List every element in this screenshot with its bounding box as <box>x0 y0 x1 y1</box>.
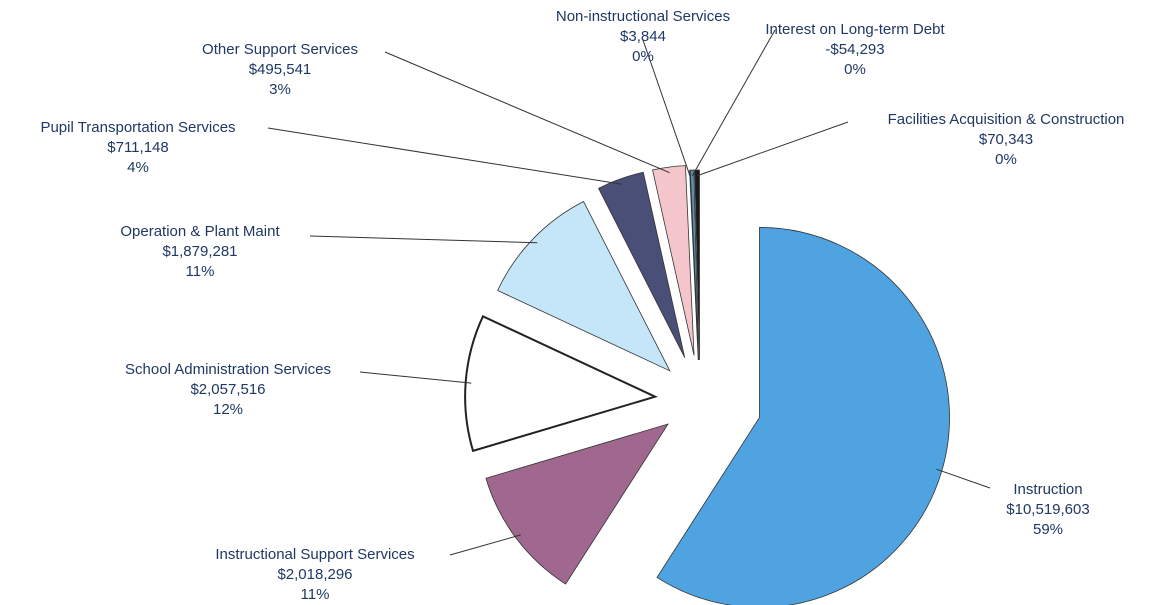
value-label: $2,057,516 <box>190 381 265 398</box>
pie-slice <box>597 171 686 358</box>
percent-label: 3% <box>269 81 291 98</box>
category-label: Interest on Long-term Debt <box>765 21 945 38</box>
category-label: Other Support Services <box>202 41 358 58</box>
category-label: School Administration Services <box>125 361 331 378</box>
value-label: -$54,293 <box>825 41 884 58</box>
category-label: Pupil Transportation Services <box>40 119 235 136</box>
leader-line <box>697 121 849 177</box>
category-label: Facilities Acquisition & Construction <box>888 111 1125 128</box>
pie-slice <box>485 423 669 585</box>
percent-label: 11% <box>186 263 215 280</box>
category-label: Operation & Plant Maint <box>120 223 280 240</box>
pie-slice <box>497 200 671 372</box>
value-label: $3,844 <box>620 28 666 45</box>
leader-line <box>642 39 691 177</box>
percent-label: 12% <box>213 401 243 418</box>
leader-line <box>359 371 472 384</box>
leader-line <box>936 468 991 489</box>
percent-label: 59% <box>1033 521 1063 538</box>
pie-slice <box>656 227 950 605</box>
value-label: $10,519,603 <box>1006 501 1089 518</box>
value-label: $70,343 <box>979 131 1033 148</box>
leader-line <box>267 127 623 185</box>
category-label: Instruction <box>1013 481 1082 498</box>
category-label: Instructional Support Services <box>215 546 414 563</box>
value-label: $1,879,281 <box>162 243 237 260</box>
value-label: $2,018,296 <box>277 566 352 583</box>
pie-slice <box>689 169 700 361</box>
leader-line <box>309 235 538 244</box>
percent-label: 0% <box>995 151 1017 168</box>
leader-line <box>384 51 670 174</box>
value-label: $711,148 <box>107 139 168 156</box>
category-label: Non-instructional Services <box>556 8 730 25</box>
percent-label: 11% <box>301 586 330 603</box>
percent-label: 0% <box>844 61 866 78</box>
leader-line <box>691 29 776 177</box>
leader-line <box>449 534 521 556</box>
value-label: $495,541 <box>249 61 312 78</box>
percent-label: 0% <box>632 48 654 65</box>
pie-slice <box>694 169 700 361</box>
pie-slice <box>689 169 699 361</box>
pie-slice <box>652 165 695 356</box>
percent-label: 4% <box>127 159 149 176</box>
